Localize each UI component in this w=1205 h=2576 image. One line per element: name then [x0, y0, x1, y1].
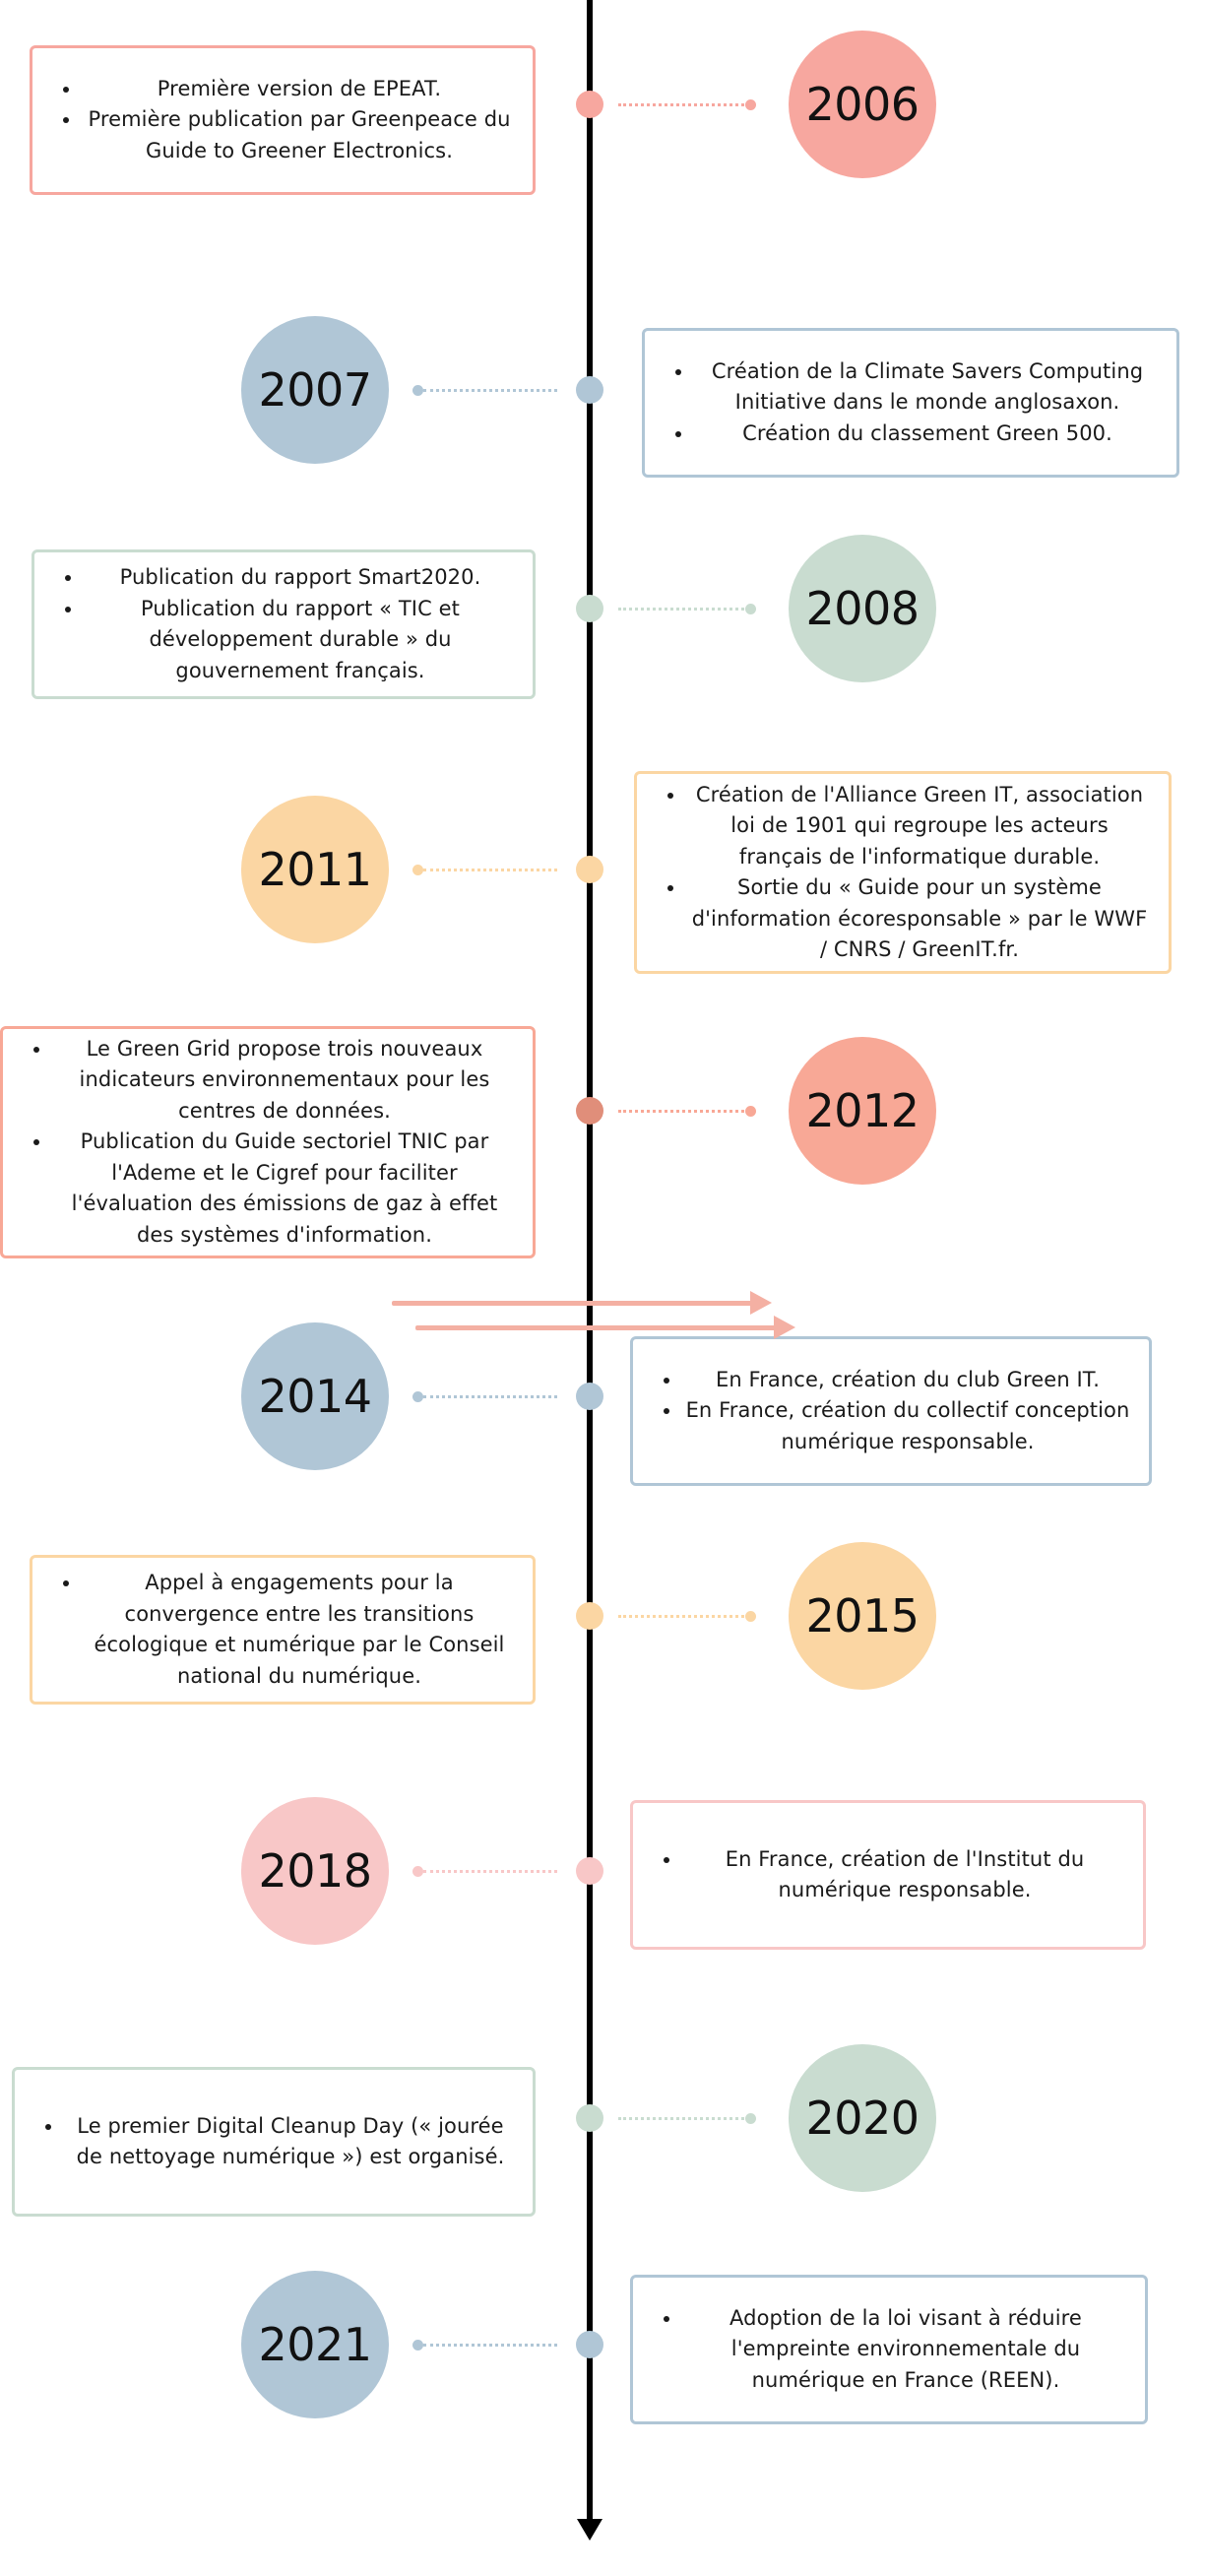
event-list: Adoption de la loi visant à réduire l'em…	[663, 2303, 1129, 2397]
connector-end-dot	[412, 2340, 423, 2351]
dotted-connector	[423, 1395, 557, 1398]
event-item: Première publication par Greenpeace du G…	[82, 104, 517, 166]
event-box-2018: En France, création de l'Institut du num…	[630, 1800, 1146, 1950]
connector-end-dot	[412, 865, 423, 875]
event-item: Création de la Climate Savers Computing …	[694, 356, 1161, 419]
event-item: Création du classement Green 500.	[694, 419, 1161, 450]
decorative-arrow-1	[392, 1301, 756, 1306]
year-label: 2015	[805, 1589, 920, 1642]
timeline-node-2006	[576, 91, 603, 118]
event-item: En France, création de l'Institut du num…	[682, 1844, 1127, 1906]
event-list: Le Green Grid propose trois nouveaux ind…	[32, 1034, 517, 1252]
connector-end-dot	[745, 1106, 756, 1117]
event-box-2021: Adoption de la loi visant à réduire l'em…	[630, 2275, 1148, 2424]
event-item: Appel à engagements pour la convergence …	[82, 1568, 517, 1692]
year-label: 2021	[258, 2318, 372, 2371]
event-box-2020: Le premier Digital Cleanup Day (« jourée…	[12, 2067, 536, 2217]
dotted-connector	[423, 869, 557, 871]
year-circle-2006: 2006	[789, 31, 936, 178]
event-item: En France, création du club Green IT.	[682, 1365, 1133, 1396]
event-box-2012: Le Green Grid propose trois nouveaux ind…	[0, 1026, 536, 1258]
connector-end-dot	[412, 385, 423, 396]
event-list: Création de l'Alliance Green IT, associa…	[666, 780, 1153, 966]
year-label: 2012	[805, 1084, 920, 1137]
year-label: 2014	[258, 1370, 372, 1423]
year-circle-2015: 2015	[789, 1542, 936, 1690]
year-label: 2020	[805, 2092, 920, 2145]
arrow-head-icon	[750, 1291, 772, 1315]
year-label: 2007	[258, 363, 372, 417]
year-circle-2011: 2011	[241, 796, 389, 943]
event-item: Adoption de la loi visant à réduire l'em…	[682, 2303, 1129, 2397]
connector-end-dot	[745, 99, 756, 110]
event-list: Publication du rapport Smart2020.Publica…	[64, 562, 517, 686]
year-circle-2012: 2012	[789, 1037, 936, 1185]
year-circle-2018: 2018	[241, 1797, 389, 1945]
year-label: 2006	[805, 78, 920, 131]
event-item: Publication du rapport Smart2020.	[84, 562, 517, 594]
event-item: En France, création du collectif concept…	[682, 1395, 1133, 1457]
event-box-2014: En France, création du club Green IT.En …	[630, 1336, 1152, 1486]
year-label: 2008	[805, 582, 920, 635]
connector-end-dot	[745, 1611, 756, 1622]
timeline-axis-arrowhead	[577, 2519, 602, 2541]
dotted-connector	[423, 389, 557, 392]
timeline-node-2018	[576, 1857, 603, 1885]
event-list: Appel à engagements pour la convergence …	[62, 1568, 517, 1692]
event-list: Première version de EPEAT.Première publi…	[62, 74, 517, 167]
event-box-2006: Première version de EPEAT.Première publi…	[30, 45, 536, 195]
dotted-connector	[423, 2344, 557, 2347]
connector-end-dot	[412, 1391, 423, 1402]
dotted-connector	[618, 1110, 750, 1113]
event-list: En France, création du club Green IT.En …	[663, 1365, 1133, 1458]
event-item: Création de l'Alliance Green IT, associa…	[686, 780, 1153, 873]
event-list: En France, création de l'Institut du num…	[663, 1844, 1127, 1906]
event-item: Le Green Grid propose trois nouveaux ind…	[52, 1034, 517, 1127]
event-box-2015: Appel à engagements pour la convergence …	[30, 1555, 536, 1705]
dotted-connector	[618, 1615, 750, 1618]
dotted-connector	[618, 608, 750, 611]
event-box-2011: Création de l'Alliance Green IT, associa…	[634, 771, 1172, 974]
dotted-connector	[618, 103, 750, 106]
year-circle-2007: 2007	[241, 316, 389, 464]
timeline-axis	[587, 0, 593, 2529]
timeline-node-2015	[576, 1602, 603, 1630]
year-circle-2014: 2014	[241, 1322, 389, 1470]
timeline-node-2012	[576, 1097, 603, 1125]
year-circle-2021: 2021	[241, 2271, 389, 2418]
decorative-arrow-2	[415, 1325, 780, 1330]
event-item: Le premier Digital Cleanup Day (« jourée…	[64, 2111, 517, 2173]
timeline-node-2011	[576, 856, 603, 883]
timeline-node-2008	[576, 595, 603, 622]
year-label: 2011	[258, 843, 372, 896]
event-box-2007: Création de la Climate Savers Computing …	[642, 328, 1179, 478]
event-list: Le premier Digital Cleanup Day (« jourée…	[44, 2111, 517, 2173]
timeline-node-2021	[576, 2331, 603, 2358]
dotted-connector	[423, 1870, 557, 1873]
dotted-connector	[618, 2117, 750, 2120]
year-circle-2008: 2008	[789, 535, 936, 682]
timeline-node-2014	[576, 1383, 603, 1410]
timeline-node-2020	[576, 2104, 603, 2132]
event-item: Première version de EPEAT.	[82, 74, 517, 105]
connector-end-dot	[745, 2113, 756, 2124]
connector-end-dot	[412, 1866, 423, 1877]
event-item: Publication du rapport « TIC et développ…	[84, 594, 517, 687]
timeline-node-2007	[576, 376, 603, 404]
event-item: Publication du Guide sectoriel TNIC par …	[52, 1127, 517, 1251]
arrow-head-icon	[774, 1316, 795, 1339]
event-box-2008: Publication du rapport Smart2020.Publica…	[32, 549, 536, 699]
year-label: 2018	[258, 1844, 372, 1898]
year-circle-2020: 2020	[789, 2044, 936, 2192]
event-item: Sortie du « Guide pour un système d'info…	[686, 872, 1153, 966]
connector-end-dot	[745, 604, 756, 614]
event-list: Création de la Climate Savers Computing …	[674, 356, 1161, 450]
